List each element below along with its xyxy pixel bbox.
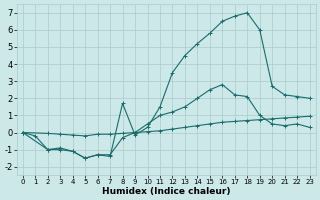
X-axis label: Humidex (Indice chaleur): Humidex (Indice chaleur) bbox=[102, 187, 230, 196]
